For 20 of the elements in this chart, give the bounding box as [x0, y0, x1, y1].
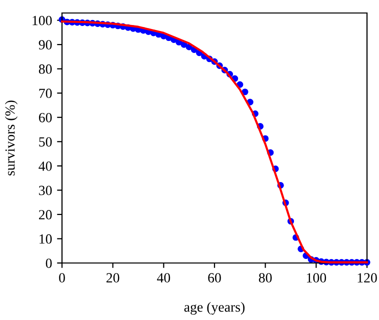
x-tick-label: 60: [208, 273, 221, 282]
y-tick-label: 60: [38, 112, 52, 122]
x-tick-label: 120: [358, 273, 377, 282]
y-tick-label: 40: [38, 161, 52, 171]
y-tick-label: 70: [39, 88, 52, 98]
y-tick-label: 10: [40, 234, 52, 244]
x-tick-label: 40: [156, 273, 170, 282]
y-tick-label: 50: [39, 137, 52, 147]
x-tick-label: 0: [59, 273, 65, 282]
y-tick-label: 80: [38, 64, 52, 74]
y-tick-label: 100: [32, 16, 52, 26]
x-axis-title: age (years): [184, 302, 245, 315]
y-axis-title: survivors (%): [4, 100, 18, 176]
y-tick-label: 0: [46, 258, 52, 268]
y-tick-label: 90: [38, 40, 52, 50]
y-tick-label: 20: [39, 210, 52, 220]
y-tick-label: 30: [39, 186, 52, 196]
x-tick-label: 80: [258, 273, 272, 282]
x-tick-label: 100: [306, 273, 326, 282]
x-tick-label: 20: [106, 273, 120, 282]
